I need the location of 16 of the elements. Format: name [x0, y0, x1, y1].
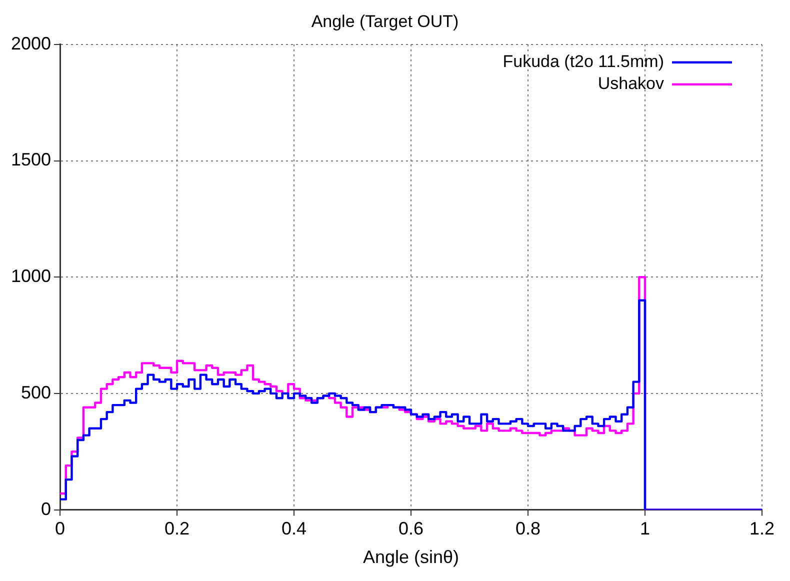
x-tick-label: 0.4	[282, 518, 307, 539]
legend-label: Ushakov	[598, 74, 664, 94]
x-tick-label: 0.8	[516, 518, 541, 539]
x-tick-label: 0	[55, 518, 66, 539]
y-tick-label: 2000	[10, 33, 52, 54]
y-tick-label: 0	[41, 498, 52, 519]
x-axis-title: Angle (sinθ)	[363, 547, 460, 568]
legend-label: Fukuda (t2o 11.5mm)	[502, 52, 664, 72]
y-tick-label: 1000	[10, 266, 52, 286]
x-tick-label: 0.6	[398, 518, 424, 539]
x-tick-label: 1	[640, 518, 650, 539]
y-tick-label: 500	[20, 382, 52, 402]
y-tick-label: 1500	[10, 150, 52, 170]
x-tick-label: 1.2	[749, 518, 775, 539]
chart-title: Angle (Target OUT)	[311, 12, 459, 31]
x-tick-label: 0.2	[164, 518, 190, 539]
